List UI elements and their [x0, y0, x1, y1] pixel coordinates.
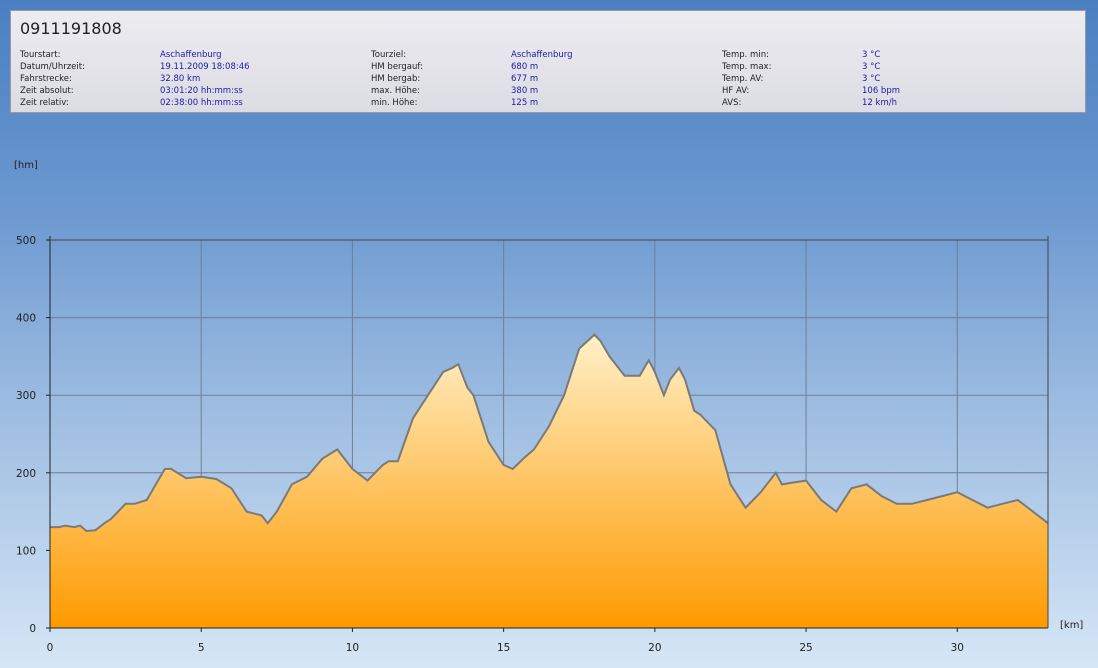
info-value: 19.11.2009 18:08:46 [160, 62, 250, 72]
info-value: 02:38:00 hh:mm:ss [160, 98, 243, 108]
info-label: Zeit absolut: [20, 86, 74, 96]
y-tick-label: 300 [16, 390, 36, 402]
info-value: 106 bpm [862, 86, 900, 96]
info-label: HM bergab: [371, 74, 421, 84]
y-tick-label: 0 [29, 623, 36, 635]
x-tick-label: 15 [497, 642, 510, 654]
info-label: Temp. max: [722, 62, 772, 72]
info-label: min. Höhe: [371, 98, 418, 108]
info-value: 380 m [511, 86, 539, 96]
info-value: 680 m [511, 62, 539, 72]
info-value: Aschaffenburg [160, 50, 222, 60]
info-label: Fahrstrecke: [20, 74, 72, 84]
x-axis-label: [km] [1060, 620, 1083, 631]
x-tick-label: 5 [198, 642, 205, 654]
y-tick-label: 400 [16, 313, 36, 325]
info-label: Temp. AV: [722, 74, 764, 84]
info-value: 3 °C [862, 62, 881, 72]
y-axis-label: [hm] [14, 160, 38, 171]
x-tick-label: 20 [648, 642, 661, 654]
tour-info-panel: 0911191808 Tourstart: Aschaffenburg Datum… [10, 10, 1086, 113]
x-tick-label: 0 [47, 642, 54, 654]
info-label: Datum/Uhrzeit: [20, 62, 85, 72]
info-label: Tourziel: [371, 50, 407, 60]
tick-labels: 0 100 200 300 400 500 0 5 10 15 20 25 30 [16, 235, 964, 654]
info-label: Temp. min: [722, 50, 769, 60]
elevation-area [50, 334, 1048, 628]
y-tick-label: 100 [16, 545, 36, 557]
info-value: 32.80 km [160, 74, 201, 84]
info-value: 3 °C [862, 50, 881, 60]
elevation-line [50, 333, 1049, 533]
info-value: 3 °C [862, 74, 881, 84]
axes [46, 236, 1049, 632]
info-value: 677 m [511, 74, 539, 84]
info-label: max. Höhe: [371, 86, 420, 96]
x-tick-label: 25 [799, 642, 812, 654]
info-label: HM bergauf: [371, 62, 423, 72]
info-label: AVS: [722, 98, 742, 108]
tour-title: 0911191808 [20, 19, 122, 38]
y-tick-label: 500 [16, 235, 36, 247]
info-label: Tourstart: [20, 50, 61, 60]
info-label: HF AV: [722, 86, 750, 96]
info-label: Zeit relativ: [20, 98, 69, 108]
x-tick-label: 30 [951, 642, 964, 654]
info-value: 12 km/h [862, 98, 897, 108]
info-value: 125 m [511, 98, 539, 108]
x-tick-label: 10 [346, 642, 359, 654]
info-value: 03:01:20 hh:mm:ss [160, 86, 243, 96]
y-tick-label: 200 [16, 468, 36, 480]
info-value: Aschaffenburg [511, 50, 573, 60]
